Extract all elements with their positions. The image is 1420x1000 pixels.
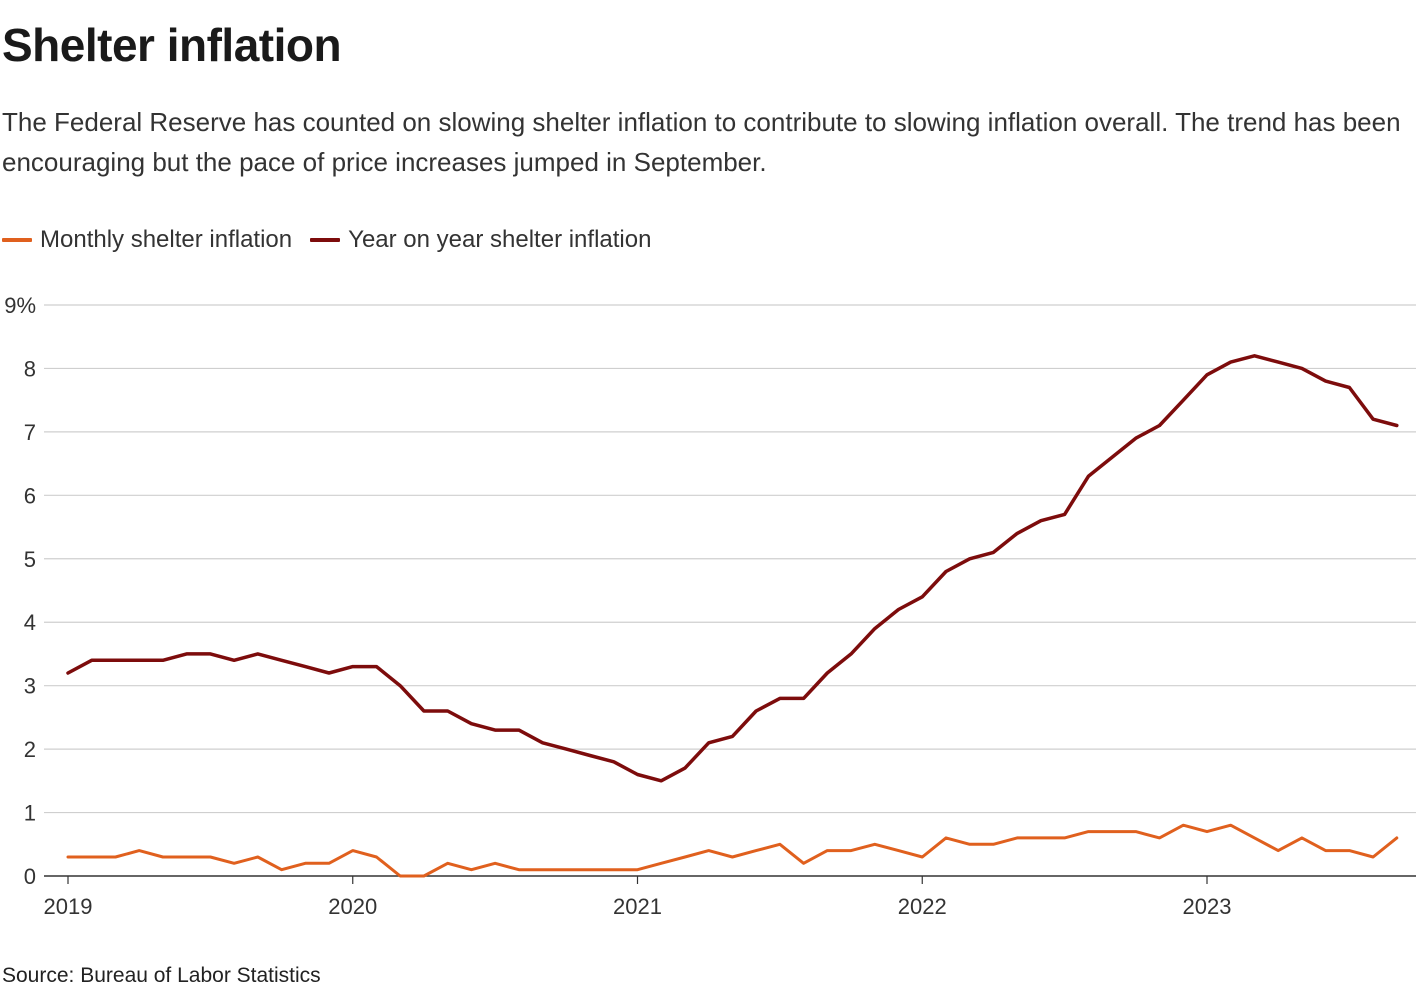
series-lines	[66, 354, 1399, 878]
legend: Monthly shelter inflation Year on year s…	[2, 226, 651, 254]
series-line-yoy	[66, 354, 1399, 783]
chart-title: Shelter inflation	[2, 19, 342, 71]
y-tick-label: 9%	[4, 293, 36, 318]
series-line-monthly	[66, 823, 1399, 878]
y-tick-label: 3	[24, 674, 36, 699]
y-axis-ticks: 0 1 2 3 4 5 6 7 8 9%	[4, 293, 36, 889]
x-tick-label: 2019	[44, 894, 93, 919]
x-tick-label: 2023	[1183, 894, 1232, 919]
grid-lines	[44, 304, 1416, 877]
legend-swatch-monthly	[2, 238, 32, 242]
legend-item-monthly: Monthly shelter inflation	[2, 226, 292, 254]
y-tick-label: 7	[24, 420, 36, 445]
legend-label-monthly: Monthly shelter inflation	[40, 226, 293, 253]
y-tick-label: 6	[24, 483, 36, 508]
x-axis-ticks: 2019 2020 2021 2022 2023	[44, 876, 1232, 919]
legend-item-yoy: Year on year shelter inflation	[310, 226, 651, 254]
y-tick-label: 2	[24, 737, 36, 762]
x-tick-label: 2021	[613, 894, 662, 919]
legend-swatch-yoy	[310, 238, 341, 242]
source-note: Source: Bureau of Labor Statistics	[2, 964, 321, 987]
y-tick-label: 0	[24, 864, 36, 889]
chart-subtitle: The Federal Reserve has counted on slowi…	[2, 107, 1401, 177]
y-tick-label: 4	[24, 610, 36, 635]
y-tick-label: 5	[24, 547, 36, 572]
legend-label-yoy: Year on year shelter inflation	[348, 226, 652, 253]
y-tick-label: 8	[24, 356, 36, 381]
x-tick-label: 2022	[898, 894, 947, 919]
x-tick-label: 2020	[328, 894, 377, 919]
y-tick-label: 1	[24, 801, 36, 826]
